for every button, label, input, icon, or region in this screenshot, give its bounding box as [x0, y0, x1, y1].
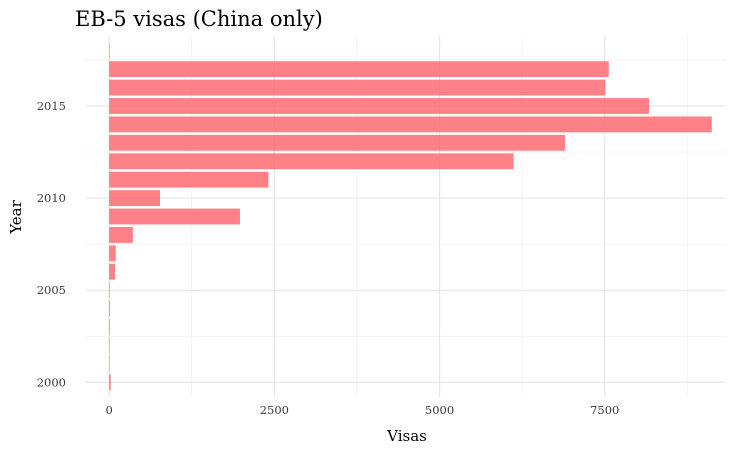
bar-2003: [109, 319, 110, 335]
bar-2016: [109, 79, 606, 96]
bars: [109, 42, 712, 391]
grid: [86, 36, 727, 397]
bar-2014: [109, 116, 712, 133]
x-tick-label: 2500: [260, 403, 289, 417]
chart-title: EB-5 visas (China only): [75, 7, 323, 31]
y-tick-label: 2010: [37, 191, 66, 205]
y-tick-label: 2005: [37, 283, 66, 297]
bar-2009: [109, 208, 240, 225]
y-axis-title: Year: [7, 199, 25, 234]
bar-2007: [109, 245, 116, 262]
bar-2012: [109, 153, 514, 170]
bar-2010: [109, 190, 161, 207]
x-tick-label: 7500: [590, 403, 619, 417]
bar-2008: [109, 226, 133, 243]
x-tick-label: 5000: [425, 403, 454, 417]
x-tick-label: 0: [105, 403, 112, 417]
bar-2005: [109, 282, 110, 299]
y-tick-labels: 2000 2005 2010 2015: [37, 99, 66, 389]
bar-2002: [109, 337, 110, 354]
bar-2018: [109, 42, 110, 59]
bar-2013: [109, 134, 566, 151]
bar-2006: [109, 263, 116, 280]
y-tick-label: 2015: [37, 99, 66, 113]
x-axis-title: Visas: [386, 427, 427, 445]
bar-2000: [109, 374, 111, 391]
bar-2011: [109, 171, 269, 188]
bar-2001: [109, 355, 110, 372]
bar-2004: [109, 300, 110, 317]
bar-2017: [109, 61, 609, 78]
y-tick-label: 2000: [37, 375, 66, 389]
x-tick-labels: 0 2500 5000 7500: [105, 403, 619, 417]
bar-2015: [109, 98, 650, 114]
